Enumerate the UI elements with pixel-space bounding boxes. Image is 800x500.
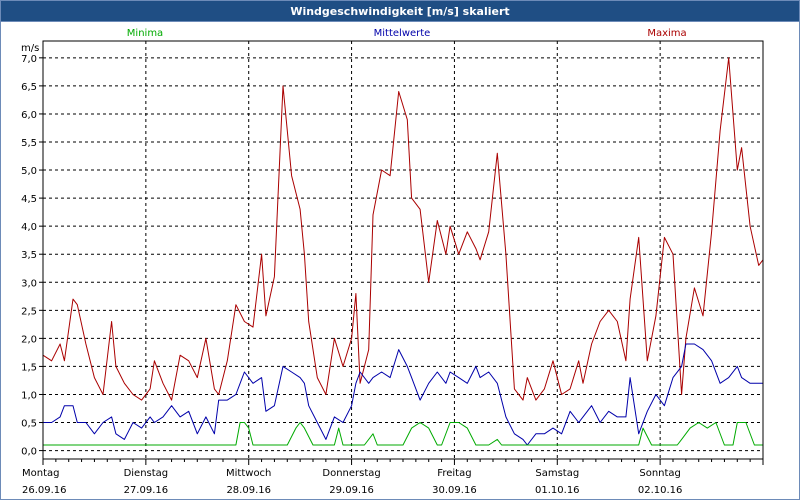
series-min-line [43, 422, 763, 446]
y-tick-label: 5,5 [21, 138, 37, 149]
y-axis-unit: m/s [21, 43, 39, 54]
x-tick-label-day: Mittwoch [226, 468, 271, 479]
plot-border [42, 40, 764, 460]
x-tick-label-date: 29.09.16 [329, 485, 374, 496]
series-lines [42, 57, 764, 446]
y-tick-label: 6,0 [21, 110, 37, 121]
x-tick-label-date: 01.10.16 [535, 485, 580, 496]
y-tick-label: 0,5 [21, 419, 37, 430]
y-tick-label: 4,0 [21, 222, 37, 233]
series-max-line [42, 57, 764, 401]
x-tick-label-date: 30.09.16 [432, 485, 477, 496]
y-tick-label: 0,0 [21, 447, 37, 458]
legend-minima: Minima [127, 28, 163, 39]
y-tick-label: 1,5 [21, 362, 37, 373]
x-tick-label-day: Donnerstag [322, 468, 380, 479]
series-avg-line [43, 343, 763, 446]
y-tick-label: 2,5 [21, 306, 37, 317]
legend-maxima: Maxima [647, 28, 686, 39]
y-tick-label: 7,0 [21, 54, 37, 65]
x-tick-label-date: 02.10.16 [638, 485, 683, 496]
x-tick-label-day: Dienstag [124, 468, 169, 479]
x-tick-label-day: Freitag [437, 468, 471, 479]
y-tick-label: 2,0 [21, 334, 37, 345]
x-tick-label-date: 26.09.16 [22, 485, 67, 496]
y-tick-label: 6,5 [21, 82, 37, 93]
x-tick-label-date: 28.09.16 [226, 485, 271, 496]
x-tick-label-date: 27.09.16 [124, 485, 169, 496]
y-tick-label: 3,5 [21, 250, 37, 261]
y-tick-label: 3,0 [21, 278, 37, 289]
chart-title: Windgeschwindigkeit [m/s] skaliert [1, 1, 799, 22]
x-tick-label-day: Sonntag [639, 468, 681, 479]
y-tick-label: 5,0 [21, 166, 37, 177]
legend-mittelwerte: Mittelwerte [374, 28, 431, 39]
grid-lines [43, 41, 763, 459]
x-axis: Montag 26.09.16 Dienstag 27.09.16 Mittwoch 28… [22, 459, 764, 496]
y-tick-label: 1,0 [21, 390, 37, 401]
x-tick-label-day: Montag [22, 468, 59, 479]
y-axis: 0,0 0,5 1,0 1,5 2,0 2,5 3,0 3,5 4,0 4,5 5,0 5,5 6,0 6… [21, 54, 43, 458]
y-tick-label: 4,5 [21, 194, 37, 205]
x-tick-label-day: Samstag [535, 468, 579, 479]
